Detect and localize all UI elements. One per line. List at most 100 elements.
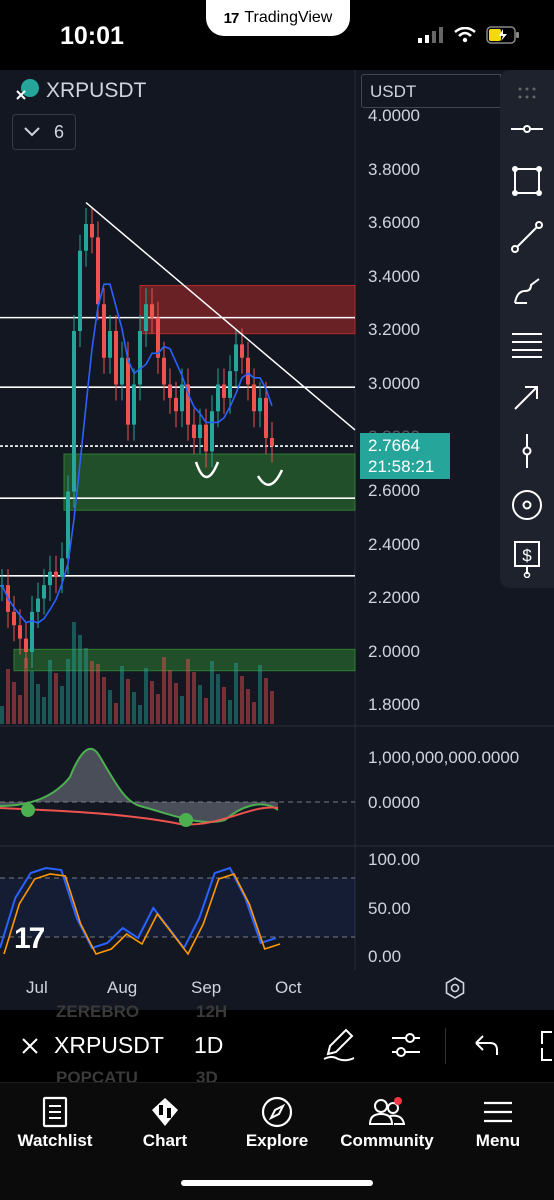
candle-body bbox=[168, 384, 172, 398]
volume-bar bbox=[168, 670, 172, 724]
date-range-tool-icon[interactable] bbox=[508, 432, 546, 470]
time-axis-label: Aug bbox=[107, 978, 138, 997]
volume-bar bbox=[138, 705, 142, 724]
toolbar-grip-icon[interactable] bbox=[508, 74, 546, 112]
price-chart[interactable] bbox=[0, 70, 554, 1010]
chart-settings-icon[interactable] bbox=[443, 976, 467, 1000]
candle-body bbox=[228, 371, 232, 398]
tradingview-logo-icon: 17 bbox=[223, 9, 240, 27]
undo-icon[interactable] bbox=[472, 1033, 500, 1057]
volume-bar bbox=[258, 665, 262, 724]
nav-menu[interactable]: Menu bbox=[443, 1093, 553, 1151]
clock: 10:01 bbox=[60, 22, 124, 50]
drawing-pen-icon[interactable] bbox=[322, 1028, 356, 1062]
candle-body bbox=[114, 331, 118, 385]
candle-body bbox=[162, 357, 166, 385]
candle-body bbox=[30, 611, 34, 652]
price-axis-label: 3.8000 bbox=[368, 160, 420, 179]
fib-retracement-tool-icon[interactable] bbox=[508, 326, 546, 364]
last-price-tag: 2.7664 21:58:21 bbox=[360, 433, 450, 479]
battery-icon bbox=[486, 26, 519, 44]
oscillator-axis-label: 1,000,000,000.0000 bbox=[368, 748, 520, 767]
nav-watchlist-label: Watchlist bbox=[17, 1131, 93, 1150]
candle-body bbox=[252, 384, 256, 412]
volume-bar bbox=[102, 677, 106, 724]
nav-community[interactable]: Community bbox=[332, 1093, 442, 1151]
time-axis-label: Oct bbox=[275, 978, 302, 997]
price-axis-label: 3.6000 bbox=[368, 213, 420, 232]
candle-body bbox=[204, 424, 208, 452]
candle-body bbox=[258, 397, 262, 412]
candle-body bbox=[24, 638, 28, 652]
price-axis-label: 1.8000 bbox=[368, 695, 420, 714]
volume-bar bbox=[60, 686, 64, 724]
brush-tool-icon[interactable] bbox=[508, 272, 546, 310]
chart-icon bbox=[152, 1098, 178, 1126]
volume-bar bbox=[6, 669, 10, 724]
trend-line-tool-icon[interactable] bbox=[508, 218, 546, 256]
candle-body bbox=[108, 331, 112, 358]
candle-body bbox=[222, 384, 226, 398]
candle-body bbox=[180, 384, 184, 412]
rectangle-tool-icon[interactable] bbox=[508, 162, 546, 200]
stochastic-band bbox=[0, 878, 355, 937]
app-pill[interactable]: 17 TradingView bbox=[206, 0, 350, 36]
fullscreen-icon[interactable] bbox=[536, 1030, 554, 1062]
price-axis-label: 2.0000 bbox=[368, 642, 420, 661]
volume-bar bbox=[198, 685, 202, 724]
candle-body bbox=[132, 384, 136, 425]
volume-bar bbox=[42, 697, 46, 724]
volume-bar bbox=[216, 674, 220, 724]
volume-bar bbox=[246, 689, 250, 724]
crosshair-line-tool-icon[interactable] bbox=[508, 110, 546, 148]
price-axis-label: 3.4000 bbox=[368, 267, 420, 286]
chart-canvas[interactable] bbox=[0, 70, 554, 1010]
symbol-search-button[interactable]: XRPUSDT bbox=[54, 1032, 164, 1058]
compass-icon bbox=[261, 1096, 293, 1128]
toolbar-divider bbox=[445, 1028, 446, 1064]
volume-bar bbox=[84, 648, 88, 724]
currency-selector[interactable]: USDT bbox=[361, 74, 501, 108]
nav-explore-label: Explore bbox=[245, 1131, 309, 1150]
candle-body bbox=[150, 304, 154, 318]
support-zone bbox=[63, 453, 356, 511]
candle-body bbox=[156, 317, 160, 358]
candle-body bbox=[186, 384, 190, 425]
volume-bar bbox=[18, 695, 22, 724]
nav-chart[interactable]: Chart bbox=[110, 1093, 220, 1151]
nav-menu-label: Menu bbox=[475, 1131, 521, 1150]
arrow-tool-icon[interactable] bbox=[508, 378, 546, 416]
volume-bar bbox=[228, 700, 232, 724]
interval-button[interactable]: 1D bbox=[194, 1032, 224, 1058]
ghost-watch-interval: 12H bbox=[196, 1002, 228, 1021]
home-indicator bbox=[181, 1180, 373, 1186]
volume-bar bbox=[156, 694, 160, 724]
indicator-count: 6 bbox=[53, 121, 64, 142]
candle-body bbox=[12, 611, 16, 626]
close-symbol-icon[interactable] bbox=[20, 1036, 40, 1056]
price-axis-label: 2.4000 bbox=[368, 535, 420, 554]
price-range-tool-icon[interactable]: $ bbox=[508, 540, 546, 578]
candle-body bbox=[192, 424, 196, 438]
price-axis-label: 2.6000 bbox=[368, 481, 420, 500]
candle-body bbox=[270, 438, 274, 447]
collapse-indicators-button[interactable]: 6 bbox=[12, 114, 76, 150]
volume-bar bbox=[54, 673, 58, 724]
volume-bar bbox=[12, 682, 16, 724]
drawn-bottom-mark bbox=[194, 461, 220, 479]
chart-symbol-header[interactable]: XRPUSDT bbox=[14, 78, 146, 104]
app-pill-label: TradingView bbox=[244, 9, 333, 26]
menu-icon bbox=[484, 1101, 512, 1123]
nav-explore[interactable]: Explore bbox=[222, 1093, 332, 1151]
stochastic-d-line bbox=[3, 873, 281, 956]
cycle-tool-icon[interactable] bbox=[508, 486, 546, 524]
volume-bar bbox=[126, 679, 130, 724]
indicators-icon[interactable] bbox=[390, 1030, 422, 1060]
status-icons bbox=[418, 26, 520, 44]
candle-body bbox=[90, 224, 94, 238]
candle-body bbox=[60, 558, 64, 578]
volume-bar bbox=[48, 660, 52, 724]
nav-watchlist[interactable]: Watchlist bbox=[0, 1093, 110, 1151]
candle-body bbox=[96, 237, 100, 305]
stoch-axis-label: 100.00 bbox=[368, 850, 420, 869]
